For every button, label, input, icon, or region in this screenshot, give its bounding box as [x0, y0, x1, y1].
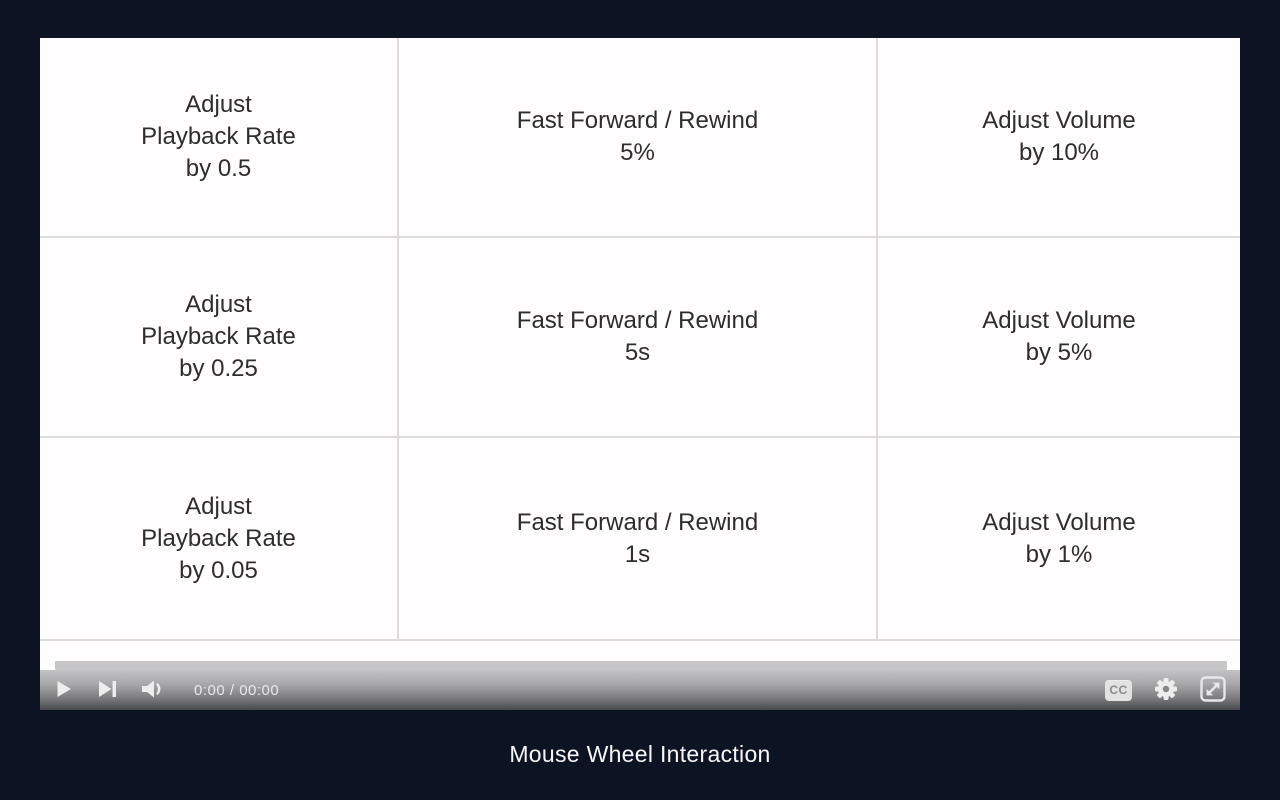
cell-line: Fast Forward / Rewind — [516, 307, 759, 334]
wheel-region-seek-5s[interactable]: Fast Forward / Rewind 5s — [399, 238, 878, 438]
cell-line: Adjust Volume — [982, 307, 1136, 334]
wheel-region-volume-10pct[interactable]: Adjust Volume by 10% — [878, 38, 1240, 238]
captions-button[interactable]: CC — [1105, 679, 1132, 701]
cell-line: Fast Forward / Rewind — [516, 508, 759, 536]
skip-next-icon — [98, 680, 117, 701]
cell-line: Adjust Volume — [982, 508, 1136, 536]
video-player[interactable]: Adjust Playback Rate by 0.5 Fast Forward… — [40, 38, 1240, 710]
wheel-region-playback-rate-0-05[interactable]: Adjust Playback Rate by 0.05 — [40, 438, 399, 641]
cell-line: by 1% — [1025, 540, 1093, 568]
cell-line: Adjust — [185, 291, 252, 318]
mute-button[interactable] — [141, 680, 164, 701]
wheel-region-seek-1s[interactable]: Fast Forward / Rewind 1s — [399, 438, 878, 641]
wheel-region-volume-1pct[interactable]: Adjust Volume by 1% — [878, 438, 1240, 641]
play-button[interactable] — [56, 680, 72, 701]
cell-line: Playback Rate — [141, 123, 296, 150]
cell-line: Playback Rate — [141, 323, 296, 350]
wheel-region-playback-rate-0-25[interactable]: Adjust Playback Rate by 0.25 — [40, 238, 399, 438]
wheel-region-playback-rate-0-5[interactable]: Adjust Playback Rate by 0.5 — [40, 38, 399, 238]
fullscreen-button[interactable] — [1200, 675, 1226, 705]
time-display: 0:00 / 00:00 — [194, 681, 280, 699]
page-title: Mouse Wheel Interaction — [509, 741, 771, 767]
cell-line: Fast Forward / Rewind — [516, 107, 759, 134]
video-controls: 0:00 / 00:00 CC — [40, 670, 1240, 710]
cell-line: 5s — [624, 339, 651, 366]
cell-line: by 5% — [1025, 339, 1093, 366]
wheel-interaction-grid: Adjust Playback Rate by 0.5 Fast Forward… — [40, 38, 1240, 641]
settings-button[interactable] — [1154, 677, 1178, 704]
next-button[interactable] — [98, 680, 117, 701]
fullscreen-icon — [1200, 675, 1226, 705]
cell-line: by 0.05 — [179, 556, 258, 584]
closed-captions-icon: CC — [1109, 683, 1128, 697]
cell-line: 5% — [620, 139, 655, 166]
wheel-region-volume-5pct[interactable]: Adjust Volume by 5% — [878, 238, 1240, 438]
cell-line: by 0.25 — [179, 355, 258, 382]
cell-line: Adjust Volume — [982, 107, 1136, 134]
volume-icon — [141, 680, 164, 701]
play-icon — [56, 680, 72, 701]
cell-line: 1s — [624, 540, 651, 568]
cell-line: Adjust — [185, 91, 252, 118]
wheel-region-seek-5pct[interactable]: Fast Forward / Rewind 5% — [399, 38, 878, 238]
controls-right: CC — [1105, 675, 1240, 705]
cell-line: by 0.5 — [185, 155, 252, 182]
controls-left: 0:00 / 00:00 — [40, 680, 279, 701]
cell-line: Adjust — [185, 492, 252, 520]
cell-line: by 10% — [1018, 139, 1100, 166]
cell-line: Playback Rate — [141, 524, 296, 552]
progress-bar[interactable] — [55, 661, 1227, 670]
gear-icon — [1154, 677, 1178, 704]
